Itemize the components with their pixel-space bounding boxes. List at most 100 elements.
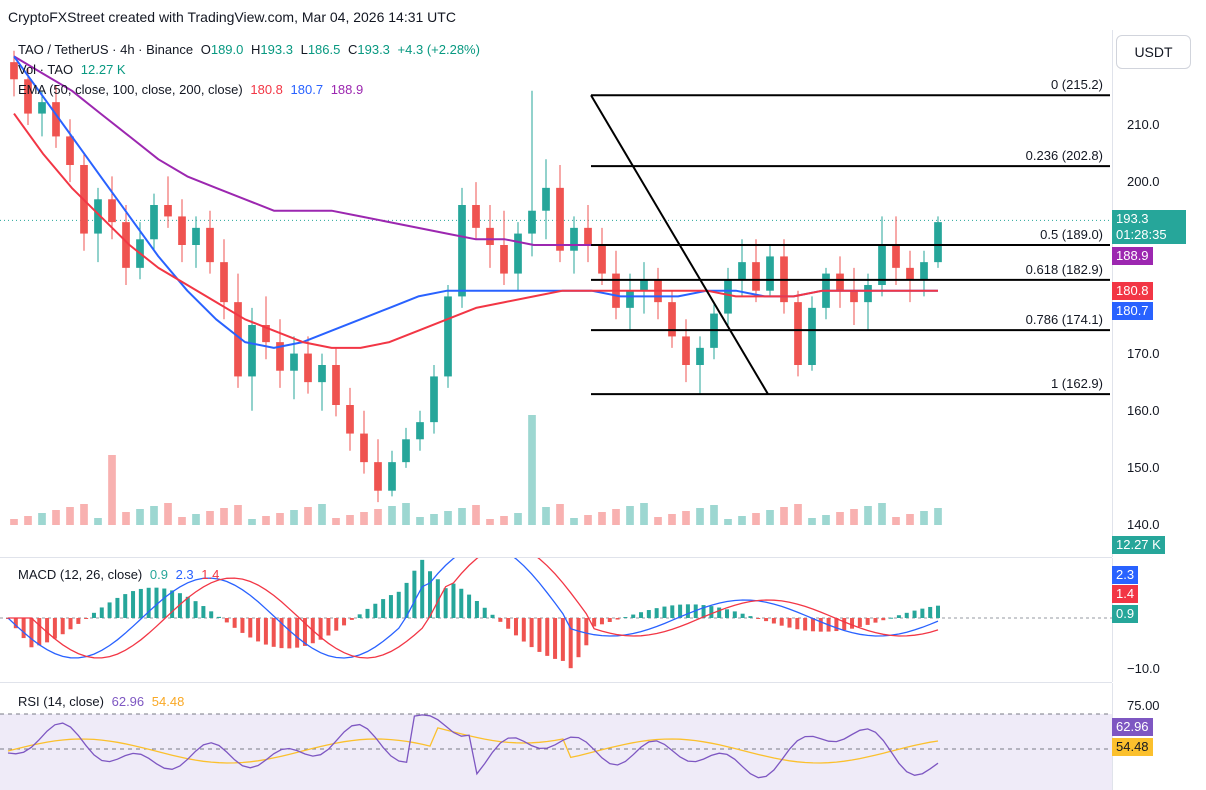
macd-histogram-bar [373,603,378,618]
volume-bar [262,516,270,525]
candle-body [570,227,578,251]
volume-bar [472,505,480,525]
candle-body [276,342,284,371]
candle-body [682,336,690,365]
volume-bar [122,512,130,525]
volume-bar [388,506,396,525]
legend-ema100: 180.7 [290,82,324,97]
volume-bar [696,508,704,525]
volume-badge: 12.27 K [1112,536,1165,554]
macd-histogram-bar [513,618,518,636]
price-axis[interactable]: 210.0 200.0 170.0 160.0 150.0 140.0 [1112,30,1206,557]
candle-body [304,353,312,383]
macd-histogram-bar [857,618,862,627]
ema100-badge: 180.7 [1112,302,1153,320]
legend-high: 193.3 [260,42,293,57]
volume-bar [738,516,746,525]
macd-line-value: 2.3 [175,567,194,582]
macd-histogram-bar [709,606,714,618]
rsi-ma-line [7,727,939,764]
rsi-badge: 62.96 [1112,718,1153,736]
price-pane[interactable] [0,30,1112,557]
macd-histogram-bar [459,588,464,618]
volume-bar [934,508,942,525]
rsi-ma-badge: 54.48 [1112,738,1153,756]
candle-body [318,365,326,383]
volume-bar [500,516,508,525]
fib-trend-line [590,94,769,395]
rsi-axis[interactable]: 75.00 [1112,683,1206,790]
price-axis-tick: 140.0 [1127,517,1160,532]
volume-bar [864,506,872,525]
legend-low-label: L [300,42,308,57]
fib-level-label: 0 (215.2) [1050,77,1103,93]
macd-histogram-bar [381,599,386,618]
macd-chart[interactable] [0,558,1112,682]
volume-bar [808,518,816,525]
volume-bar [850,509,858,525]
candle-body [332,365,340,405]
rsi-line [7,714,939,779]
macd-histogram-bar [873,618,878,623]
macd-histogram-bar [240,618,245,633]
candle-body [738,262,746,280]
macd-histogram-bar [670,605,675,618]
candle-body [752,262,760,291]
volume-bar [458,508,466,525]
macd-axis-tick: −10.0 [1127,661,1160,676]
macd-histogram-bar [162,588,167,618]
currency-button[interactable]: USDT [1116,35,1191,69]
rsi-legend: RSI (14, close) 62.96 54.48 [18,694,188,709]
macd-histogram-bar [201,606,206,618]
macd-histogram-bar [37,618,42,646]
macd-histogram-bar [263,618,268,645]
rsi-band [0,714,1112,790]
rsi-chart[interactable] [0,683,1112,790]
candle-body [892,245,900,268]
volume-bar [52,510,60,525]
volume-bar [836,512,844,525]
macd-histogram-bar [279,618,284,649]
price-axis-tick: 210.0 [1127,117,1160,132]
volume-bar [906,514,914,525]
pane-separator[interactable] [0,557,1112,558]
macd-histogram-bar [357,614,362,618]
macd-histogram-bar [936,605,940,618]
macd-hist-value: 0.9 [149,567,168,582]
candle-body [388,462,396,491]
macd-histogram-bar [701,605,706,618]
macd-histogram-bar [349,618,354,620]
volume-bar [892,517,900,525]
volume-bar [542,507,550,525]
macd-histogram-bar [60,618,65,635]
volume-bar [234,505,242,525]
volume-bar [682,511,690,525]
volume-legend: Vol · TAO 12.27 K [18,62,130,77]
pane-separator[interactable] [0,682,1112,683]
price-chart[interactable] [0,30,1112,557]
macd-histogram-bar [889,617,894,619]
candle-body [864,285,872,303]
candle-body [262,325,270,343]
volume-bar [626,506,634,525]
volume-bar [878,503,886,525]
candle-body [374,462,382,491]
candle-body [416,422,424,440]
candle-body [430,376,438,423]
volume-bar [304,507,312,525]
candle-body [934,222,942,263]
macd-label: MACD (12, 26, close) [18,567,143,582]
macd-histogram-bar [685,604,690,618]
legend-close-label: C [347,42,358,57]
ema50-line [13,113,938,349]
macd-histogram-bar [170,590,175,618]
fib-level-label: 0.786 (174.1) [1025,312,1103,328]
macd-histogram-bar [396,591,401,618]
macd-histogram-bar [740,613,745,618]
volume-bar [290,510,298,525]
volume-bar [178,517,186,525]
volume-bar [612,509,620,525]
candle-body [528,210,536,234]
macd-histogram-bar [451,583,456,618]
macd-histogram-bar [803,618,808,631]
